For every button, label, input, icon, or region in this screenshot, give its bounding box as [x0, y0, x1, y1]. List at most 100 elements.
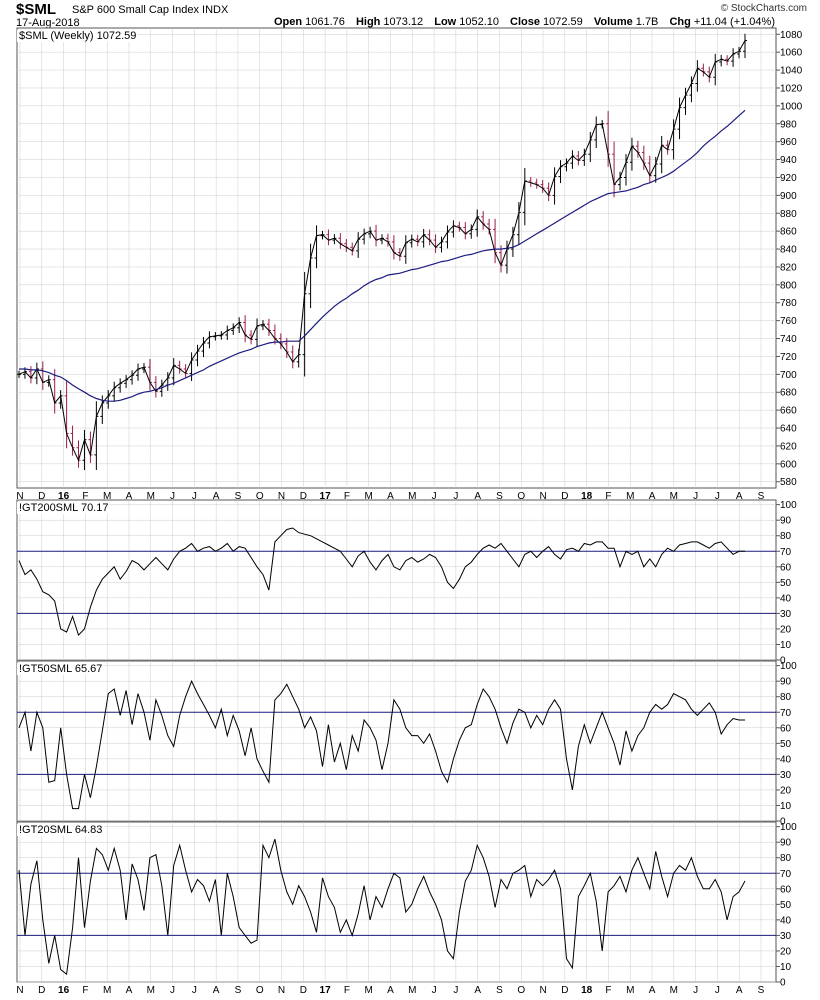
- close-label: Close: [510, 16, 541, 28]
- y-tick-label: 50: [780, 739, 792, 750]
- y-tick-label: 720: [780, 352, 797, 363]
- y-tick-label: 20: [780, 624, 792, 635]
- x-tick-label: O: [517, 985, 525, 996]
- x-tick-label: O: [256, 985, 264, 996]
- x-tick-label: J: [453, 985, 458, 996]
- x-tick-label: 17: [320, 491, 332, 502]
- y-tick-label: 780: [780, 298, 797, 309]
- x-tick-label: S: [235, 491, 242, 502]
- y-tick-label: 100: [780, 822, 797, 833]
- x-tick-label: A: [736, 491, 743, 502]
- y-tick-label: 70: [780, 708, 792, 719]
- stockcharts-credit[interactable]: © StockCharts.com: [720, 3, 807, 14]
- x-tick-label: J: [693, 985, 698, 996]
- ticker-symbol: $SML: [16, 1, 57, 18]
- y-tick-label: 1000: [780, 101, 803, 112]
- y-tick-label: 60: [780, 884, 792, 895]
- y-tick-label: 1080: [780, 30, 803, 41]
- open-value: 1061.76: [305, 16, 345, 28]
- x-tick-label: J: [693, 491, 698, 502]
- x-tick-label: 16: [58, 491, 70, 502]
- y-tick-label: 880: [780, 209, 797, 220]
- x-tick-label: N: [16, 491, 23, 502]
- ohlc-summary: Open 1061.76 High 1073.12 Low 1052.10 Close…: [274, 16, 775, 28]
- y-tick-label: 70: [780, 547, 792, 558]
- y-tick-label: 620: [780, 441, 797, 452]
- x-tick-label: M: [626, 985, 634, 996]
- x-tick-label: D: [38, 985, 45, 996]
- y-tick-label: 940: [780, 155, 797, 166]
- open-label: Open: [273, 16, 303, 28]
- x-tick-label: F: [82, 985, 88, 996]
- y-tick-label: 960: [780, 137, 797, 148]
- y-tick-label: 10: [780, 962, 792, 973]
- x-tick-label: F: [344, 491, 350, 502]
- x-tick-label: M: [147, 491, 155, 502]
- change-label: Chg: [669, 16, 691, 28]
- low-value: 1052.10: [459, 16, 499, 28]
- gt200-panel-title: !GT200SML 70.17: [17, 502, 111, 514]
- y-tick-label: 740: [780, 334, 797, 345]
- y-tick-label: 1020: [780, 83, 803, 94]
- x-tick-label: S: [758, 985, 765, 996]
- y-tick-label: 90: [780, 516, 792, 527]
- x-tick-label: J: [715, 491, 720, 502]
- price-panel-title-text: $SML (Weekly) 1072.59: [19, 30, 137, 42]
- y-tick-label: 50: [780, 900, 792, 911]
- chart-date: 17-Aug-2018: [16, 17, 80, 29]
- x-tick-label: A: [387, 491, 394, 502]
- x-tick-label: A: [474, 491, 481, 502]
- x-tick-label: F: [344, 985, 350, 996]
- x-tick-label: M: [408, 985, 416, 996]
- x-tick-label: S: [496, 491, 503, 502]
- y-tick-label: 40: [780, 754, 792, 765]
- y-tick-label: 0: [780, 817, 786, 828]
- x-tick-label: A: [474, 985, 481, 996]
- indicator-line: [18, 838, 746, 976]
- x-tick-label: M: [408, 491, 416, 502]
- price-close-line: [18, 40, 746, 462]
- y-tick-label: 800: [780, 280, 797, 291]
- y-tick-label: 600: [780, 459, 797, 470]
- x-tick-label: O: [517, 491, 525, 502]
- indicator-line: [18, 527, 745, 637]
- y-tick-label: 100: [780, 661, 797, 672]
- y-tick-label: 60: [780, 723, 792, 734]
- y-tick-label: 80: [780, 692, 792, 703]
- x-tick-label: J: [715, 985, 720, 996]
- y-tick-label: 70: [780, 869, 792, 880]
- gt20-panel-title: !GT20SML 64.83: [17, 824, 105, 836]
- x-tick-label: S: [496, 985, 503, 996]
- panel-frame: [16, 660, 777, 822]
- change-value: +11.04 (+1.04%): [693, 16, 775, 28]
- y-tick-label: 860: [780, 227, 797, 238]
- y-tick-label: 840: [780, 245, 797, 256]
- y-tick-label: 20: [780, 946, 792, 957]
- x-tick-label: A: [213, 491, 220, 502]
- x-tick-label: N: [278, 985, 285, 996]
- y-tick-label: 0: [780, 656, 786, 667]
- gt20-panel-title-text: !GT20SML 64.83: [19, 824, 103, 836]
- x-tick-label: S: [235, 985, 242, 996]
- x-tick-label: D: [561, 491, 568, 502]
- panel-2: 0 10 20 30 40 50 60 70 80 90 100: [16, 660, 797, 828]
- y-tick-label: 100: [780, 500, 797, 511]
- y-tick-label: 920: [780, 173, 797, 184]
- volume-label: Volume: [593, 16, 633, 28]
- x-tick-label: J: [432, 491, 437, 502]
- volume-value: 1.7B: [635, 16, 659, 28]
- y-tick-label: 30: [780, 931, 792, 942]
- y-tick-label: 50: [780, 578, 792, 589]
- x-tick-label: F: [82, 491, 88, 502]
- y-tick-label: 80: [780, 853, 792, 864]
- x-tick-label: N: [539, 491, 546, 502]
- x-tick-label: S: [758, 491, 765, 502]
- y-tick-label: 10: [780, 801, 792, 812]
- y-tick-label: 40: [780, 593, 792, 604]
- y-tick-label: 0: [780, 978, 786, 989]
- x-tick-label: D: [561, 985, 568, 996]
- x-tick-label: O: [256, 491, 264, 502]
- y-tick-label: 580: [780, 477, 797, 488]
- y-tick-label: 980: [780, 119, 797, 130]
- y-tick-label: 40: [780, 915, 792, 926]
